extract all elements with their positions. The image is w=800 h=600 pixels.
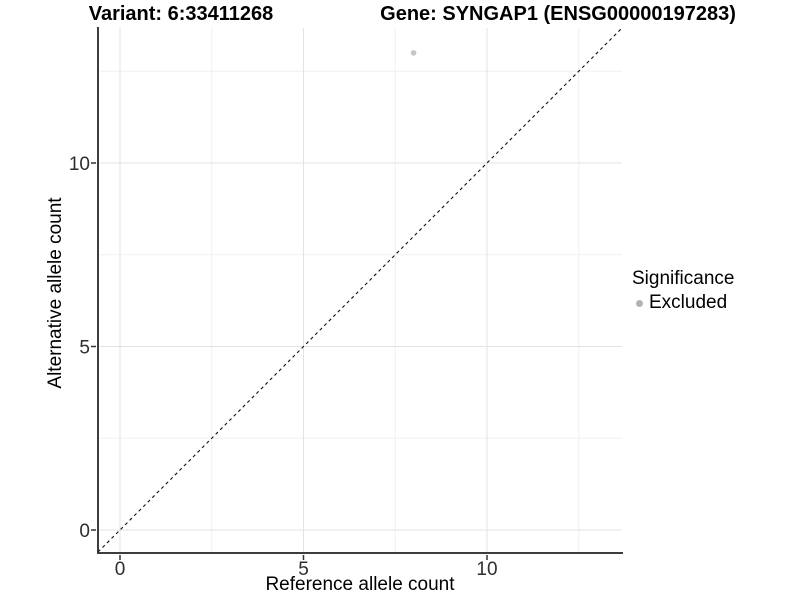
y-tick-label: 10	[69, 154, 90, 175]
legend-title: Significance	[632, 268, 735, 289]
x-tick-label: 5	[298, 559, 309, 580]
minor-gridlines	[98, 28, 622, 553]
identity-reference-line	[97, 27, 623, 553]
legend-item-excluded: Excluded	[632, 292, 734, 314]
y-axis-title: Alternative allele count	[45, 197, 66, 389]
legend: Significance Excluded	[632, 268, 734, 314]
legend-point-icon	[636, 299, 643, 307]
y-tick-label: 0	[79, 521, 90, 542]
legend-item-label: Excluded	[649, 292, 728, 313]
data-point	[410, 50, 417, 56]
data-points	[410, 50, 417, 56]
gene-title: Gene: SYNGAP1 (ENSG00000197283)	[380, 3, 736, 25]
x-axis-title: Reference allele count	[265, 574, 455, 595]
major-gridlines	[98, 28, 622, 553]
axis-lines	[97, 27, 623, 554]
x-tick-label: 0	[115, 559, 126, 580]
x-tick-label: 10	[476, 559, 497, 580]
variant-title: Variant: 6:33411268	[88, 3, 274, 25]
y-tick-label: 5	[79, 338, 90, 359]
identity-line	[97, 27, 623, 553]
tick-labels: 0 5 10 0 5 10	[69, 154, 498, 580]
tick-marks	[91, 162, 488, 560]
